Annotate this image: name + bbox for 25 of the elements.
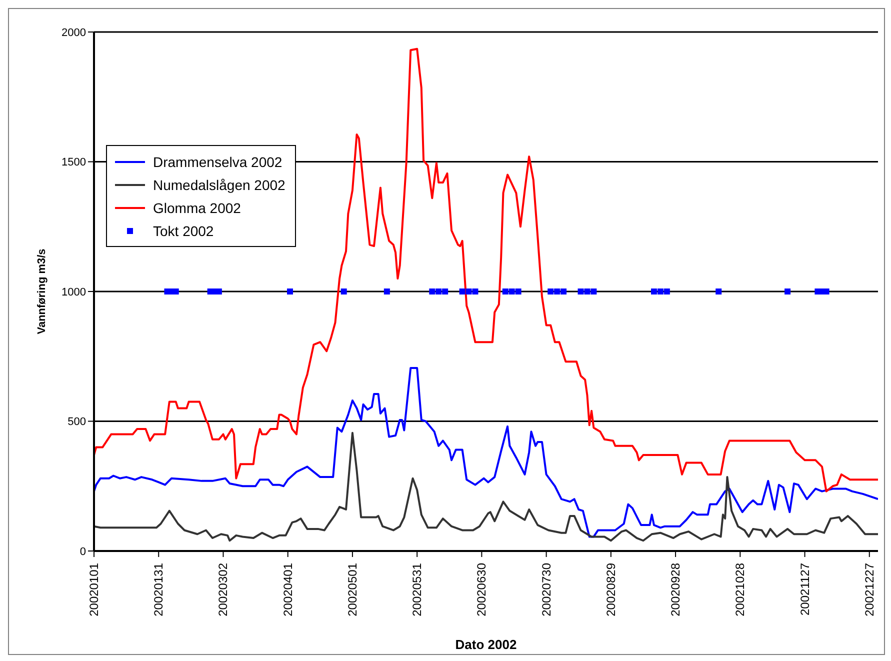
y-tick-label: 1500 bbox=[62, 156, 86, 169]
x-tick-label: 20020401 bbox=[280, 562, 295, 616]
line-series bbox=[94, 432, 878, 542]
x-tick-label: 20020829 bbox=[604, 562, 618, 616]
x-axis-title: Dato 2002 bbox=[455, 637, 517, 652]
legend-label: Glomma 2002 bbox=[153, 200, 241, 216]
x-tick-label: 20020101 bbox=[87, 562, 101, 616]
y-tick-label: 1000 bbox=[62, 286, 86, 298]
x-tick-label: 20020730 bbox=[539, 562, 554, 616]
x-tick-label: 20020531 bbox=[410, 562, 424, 616]
x-tick-label: 20021127 bbox=[798, 562, 812, 616]
x-tick-label: 20020302 bbox=[216, 562, 230, 616]
x-tick-label: 20020630 bbox=[474, 562, 489, 616]
x-tick-label: 20021028 bbox=[733, 562, 748, 616]
x-tick-label: 20020131 bbox=[152, 562, 166, 616]
y-axis-title: Vannføring m3/s bbox=[36, 248, 48, 334]
y-tick-label: 0 bbox=[80, 546, 86, 558]
x-tick-label: 20021227 bbox=[862, 562, 876, 616]
legend-label: Numedalslågen 2002 bbox=[153, 176, 286, 192]
legend-label: Tokt 2002 bbox=[153, 222, 214, 238]
x-tick-label: 20020928 bbox=[668, 562, 683, 616]
x-tick-label: 20020501 bbox=[345, 562, 360, 616]
legend-label: Drammenselva 2002 bbox=[153, 154, 282, 170]
y-tick-label: 500 bbox=[68, 416, 86, 428]
y-tick-label: 2000 bbox=[62, 26, 86, 39]
